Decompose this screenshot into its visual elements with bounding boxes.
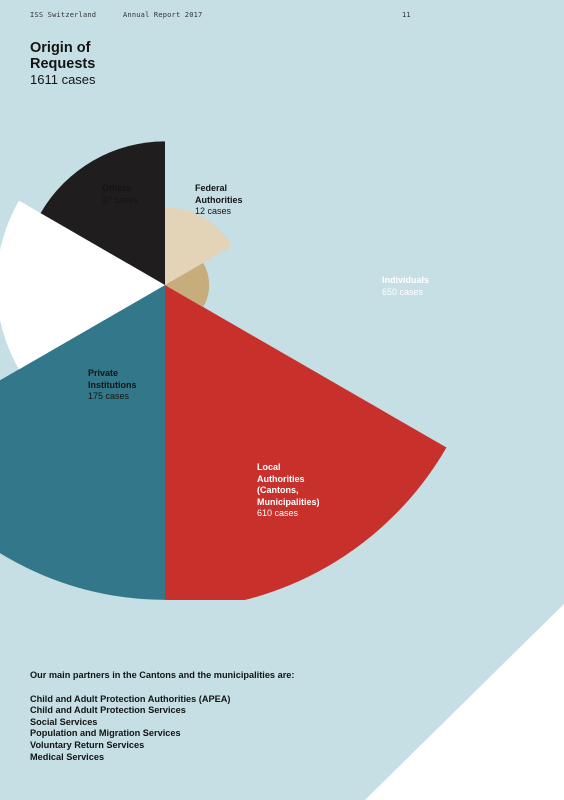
- chart-title: Origin of Requests: [30, 40, 96, 72]
- wedge-others: [165, 207, 233, 285]
- wedge-private-institutions: [0, 200, 165, 370]
- wedge-individuals: [165, 285, 447, 600]
- segment-count: 37 cases: [102, 194, 139, 205]
- wedge-local-authorities: [0, 285, 165, 600]
- segment-name: Individuals: [382, 275, 430, 285]
- header-org: ISS Switzerland: [30, 11, 97, 19]
- partner-item: Child and Adult Protection Authorities (…: [30, 693, 231, 704]
- segment-count: 127 cases: [47, 286, 89, 297]
- segment-name: Private Institutions: [88, 368, 137, 390]
- wedge-federal-authorities: [165, 262, 210, 308]
- partner-item: Voluntary Return Services: [30, 739, 145, 750]
- label-iss-network: ISS Network 127 cases: [47, 275, 100, 298]
- label-individuals: Individuals 650 cases: [382, 275, 429, 298]
- segment-name: Others: [102, 183, 132, 193]
- segment-name: Local Authorities (Cantons, Municipaliti…: [257, 462, 320, 507]
- chart-subtitle: 1611 cases: [30, 72, 96, 87]
- page-number: 11: [402, 11, 411, 19]
- segment-count: 610 cases: [257, 508, 299, 518]
- partner-item: Child and Adult Protection Services: [30, 705, 186, 716]
- label-others: Others 37 cases: [102, 183, 138, 206]
- partner-item: Social Services: [30, 716, 98, 727]
- partners-list: Child and Adult Protection Authorities (…: [30, 694, 294, 764]
- segment-count: 175 cases: [88, 391, 130, 401]
- title-block: Origin of Requests 1611 cases: [30, 40, 120, 88]
- header-report: Annual Report 2017: [123, 11, 203, 19]
- label-private-institutions: Private Institutions 175 cases: [88, 368, 137, 403]
- segment-count: 12 cases: [195, 206, 232, 216]
- partners-intro: Our main partners in the Cantons and the…: [30, 670, 295, 680]
- label-local-authorities: Local Authorities (Cantons, Municipaliti…: [257, 462, 320, 520]
- segment-count: 650 cases: [382, 286, 424, 297]
- segment-name: ISS Network: [47, 275, 100, 285]
- partner-item: Medical Services: [30, 751, 105, 762]
- partner-item: Population and Migration Services: [30, 728, 181, 739]
- polar-area-chart: [0, 141, 447, 600]
- wedge-iss-network: [40, 141, 166, 285]
- partners-section: Our main partners in the Cantons and the…: [30, 670, 294, 763]
- label-federal-authorities: Federal Authorities 12 cases: [195, 183, 243, 218]
- segment-name: Federal Authorities: [195, 183, 243, 205]
